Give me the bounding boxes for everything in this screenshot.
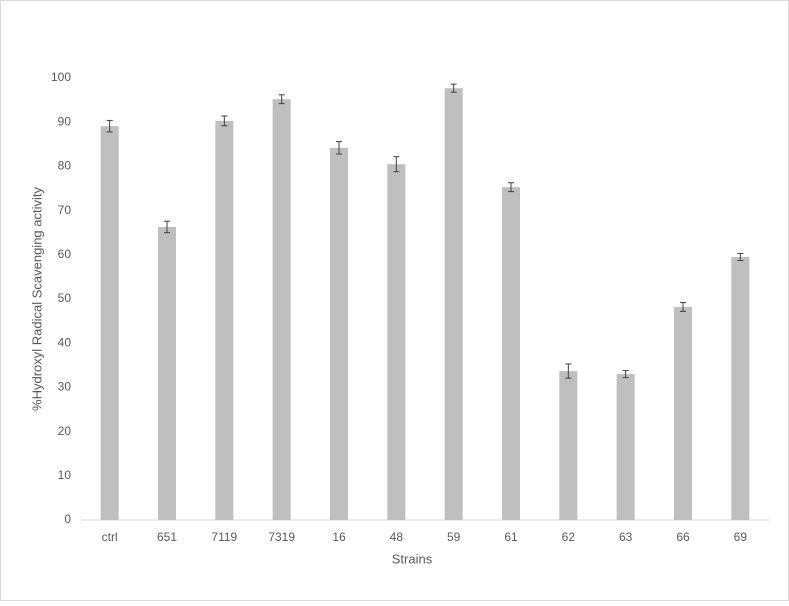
x-tick-label: 61 (504, 530, 518, 544)
x-tick-label: 7319 (268, 530, 295, 544)
bar (215, 120, 234, 521)
y-tick-label: 100 (51, 70, 71, 84)
x-tick-label: 69 (734, 530, 748, 544)
error-bar (622, 370, 629, 379)
bar (330, 147, 348, 520)
error-bar (221, 115, 228, 127)
error-bar (508, 182, 514, 193)
bar (444, 88, 463, 520)
bar (387, 164, 406, 520)
x-tick-label: 59 (447, 530, 461, 544)
bar (674, 306, 692, 520)
y-tick-label: 40 (58, 335, 72, 349)
x-tick-label: 62 (562, 530, 576, 544)
x-tick-label: 651 (157, 530, 177, 544)
error-bar (565, 363, 572, 379)
bar (616, 374, 635, 520)
y-tick-label: 60 (58, 247, 72, 261)
error-bar (164, 220, 170, 234)
error-bar (336, 141, 342, 155)
error-bar (106, 119, 113, 133)
bar (559, 371, 578, 520)
error-bar (450, 83, 457, 93)
x-tick-label: 16 (332, 530, 346, 544)
error-bar (278, 94, 285, 105)
y-tick-label: 80 (58, 159, 72, 173)
y-tick-label: 70 (58, 203, 72, 217)
bar (731, 257, 750, 520)
y-tick-label: 50 (58, 291, 72, 305)
bar (100, 126, 119, 520)
error-bar (737, 252, 744, 262)
y-tick-label: 30 (58, 380, 72, 394)
x-tick-label: 63 (619, 530, 633, 544)
error-bar (680, 302, 686, 312)
bar (272, 99, 291, 520)
x-tick-label: 7119 (211, 530, 237, 544)
bar (158, 226, 176, 521)
y-axis-label: %Hydroxyl Radical Scavenging activity (29, 187, 44, 411)
x-tick-label: 66 (676, 530, 690, 544)
bar (502, 187, 520, 520)
y-tick-label: 90 (58, 114, 72, 128)
x-axis-label: Strains (392, 551, 433, 566)
y-tick-label: 20 (58, 424, 72, 438)
error-bar (393, 156, 400, 173)
y-tick-label: 0 (64, 512, 71, 526)
x-tick-label: 48 (390, 530, 404, 544)
x-tick-label: ctrl (102, 530, 118, 544)
y-tick-label: 10 (58, 468, 72, 482)
